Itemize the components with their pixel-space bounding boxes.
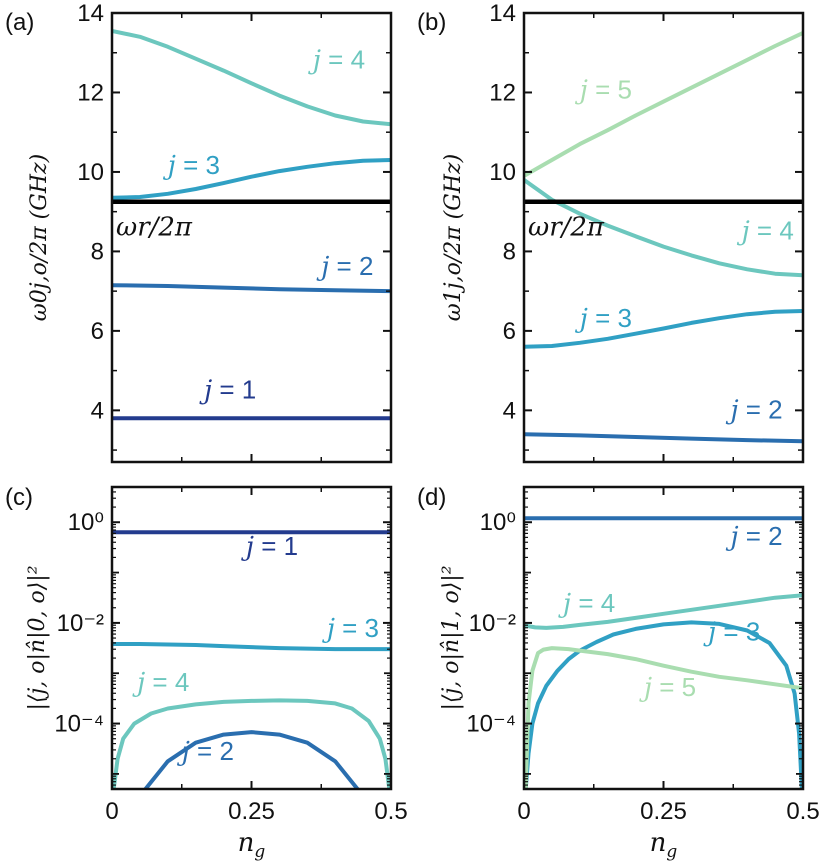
series-line-j3 xyxy=(524,620,803,789)
y-tick-label: 10⁻² xyxy=(469,610,516,637)
y-tick-label: 10⁻⁴ xyxy=(54,711,104,738)
y-tick-label: 8 xyxy=(503,238,516,265)
y-tick-label: 10⁻² xyxy=(57,610,104,637)
series-line-j4 xyxy=(112,28,391,127)
series-line-j4 xyxy=(524,593,803,630)
series-line-j5 xyxy=(524,646,803,789)
y-tick-label: 12 xyxy=(489,79,516,106)
panel-label: (c) xyxy=(5,484,33,511)
y-tick-label: 4 xyxy=(503,397,516,424)
series-line-j3 xyxy=(112,642,391,652)
x-axis-label: ng xyxy=(650,828,678,861)
resonator-label: ωr/2π xyxy=(116,213,193,243)
series-label-j2: j = 2 xyxy=(725,521,782,552)
x-tick-label: 0.5 xyxy=(786,798,819,825)
series-line-j2 xyxy=(112,283,391,294)
y-tick-label: 10⁰ xyxy=(480,509,516,536)
series-label-j4: j = 4 xyxy=(558,588,615,619)
x-axis-label: ng xyxy=(238,828,266,861)
series-label-j3: j = 3 xyxy=(322,613,379,644)
series-label-j2: j = 2 xyxy=(177,736,234,767)
resonator-label: ωr/2π xyxy=(528,213,605,243)
series-line-j5 xyxy=(524,30,803,178)
panel-label: (b) xyxy=(417,9,446,36)
series-label-j1: j = 1 xyxy=(241,531,298,562)
y-axis-label: |⟨j, o|n̂|1, o⟩|² xyxy=(439,565,464,710)
y-tick-label: 10 xyxy=(77,159,104,186)
x-tick-label: 0 xyxy=(105,798,118,825)
series-label-j4: j = 4 xyxy=(737,215,794,246)
panel-b: j = 2 j = 3 j = 4 j = 5 ωr/2π 4 6 8 10 12 14 ω1j,o/… xyxy=(417,0,805,464)
series-label-j2: j = 2 xyxy=(316,251,373,282)
series-label-j4: j = 4 xyxy=(132,667,189,698)
series-label-j5: j = 5 xyxy=(575,74,632,105)
series-label-j3: j = 3 xyxy=(163,150,220,181)
y-tick-label: 6 xyxy=(91,318,104,345)
y-tick-label: 10⁰ xyxy=(68,509,104,536)
series-label-j5: j = 5 xyxy=(639,672,696,703)
series-label-j3: j = 3 xyxy=(703,617,760,648)
series-line-j3 xyxy=(524,309,803,349)
y-axis-label: ω1j,o/2π (GHz) xyxy=(441,154,466,321)
series-line-j2 xyxy=(143,730,360,789)
y-tick-label: 6 xyxy=(503,318,516,345)
x-tick-label: 0.5 xyxy=(374,798,407,825)
y-tick-label: 10 xyxy=(489,159,516,186)
x-tick-label: 0 xyxy=(517,798,530,825)
series-label-j1: j = 1 xyxy=(199,374,256,405)
y-tick-label: 8 xyxy=(91,238,104,265)
y-axis-label: ω0j,o/2π (GHz) xyxy=(27,154,52,321)
y-tick-label: 12 xyxy=(77,79,104,106)
series-line-j4 xyxy=(112,698,391,789)
panel-label: (d) xyxy=(417,484,446,511)
series-line-j3 xyxy=(112,158,391,200)
y-tick-label: 14 xyxy=(489,0,516,27)
panel-c: j = 1 j = 2 j = 3 j = 4 10⁰ 10⁻² 10⁻⁴ 0 0.25 0.5 n… xyxy=(5,484,408,861)
y-tick-label: 14 xyxy=(77,0,104,27)
panel-label: (a) xyxy=(5,9,34,36)
x-tick-label: 0.25 xyxy=(640,798,687,825)
series-label-j4: j = 4 xyxy=(308,45,365,76)
x-tick-label: 0.25 xyxy=(228,798,275,825)
y-tick-label: 10⁻⁴ xyxy=(466,711,516,738)
series-line-j4 xyxy=(524,177,803,278)
series-label-j2: j = 2 xyxy=(725,394,782,425)
series-line-j2 xyxy=(524,432,803,444)
y-tick-label: 4 xyxy=(91,397,104,424)
series-label-j3: j = 3 xyxy=(575,303,632,334)
panel-d: j = 2 j = 3 j = 4 j = 5 10⁰ 10⁻² 10⁻⁴ 0 0.25 0.5 n… xyxy=(417,484,820,861)
panel-a: j = 1 j = 2 j = 3 j = 4 ωr/2π 4 6 8 10 12 14 ω0j,o/… xyxy=(5,0,393,464)
y-axis-label: |⟨j, o|n̂|0, o⟩|² xyxy=(25,565,50,710)
